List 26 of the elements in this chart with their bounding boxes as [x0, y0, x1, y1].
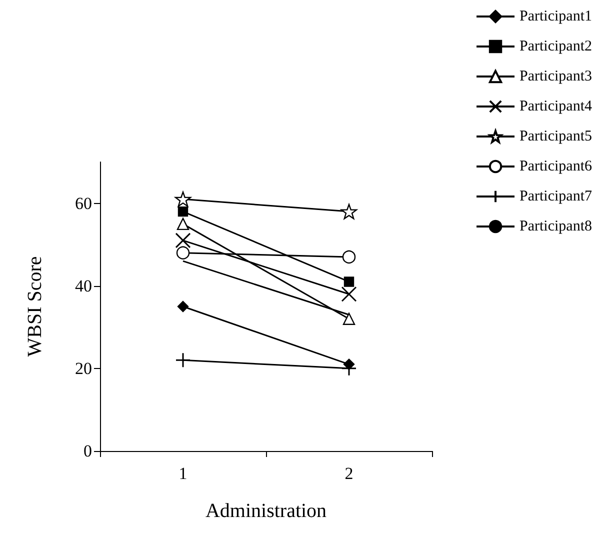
x-tick-label: 2: [344, 464, 354, 483]
legend-label: Participant4: [520, 98, 592, 114]
point: [177, 300, 189, 312]
y-tick-label: 40: [75, 276, 92, 296]
point: [344, 276, 354, 287]
y-tick-label: 0: [84, 442, 92, 460]
point: [340, 204, 358, 220]
legend-label: Participant6: [520, 158, 592, 174]
legend-label: Participant3: [520, 68, 592, 84]
point: [174, 191, 192, 207]
point: [175, 352, 191, 368]
point: [175, 232, 191, 248]
point: [178, 206, 188, 217]
y-tick-label: 60: [75, 194, 92, 213]
point: [342, 250, 356, 264]
x-tick-label: 1: [178, 464, 188, 483]
legend-label: Participant7: [520, 188, 592, 204]
x-axis-title: Administration: [205, 500, 327, 522]
legend-label: Participant8: [520, 218, 592, 234]
legend-label: Participant1: [520, 8, 592, 24]
point: [176, 246, 190, 260]
y-axis-title: WBSI Score: [24, 256, 46, 357]
y-tick-label: 20: [75, 358, 92, 378]
point: [341, 286, 357, 302]
legend-label: Participant2: [520, 38, 592, 54]
legend-label: Participant5: [520, 128, 592, 144]
